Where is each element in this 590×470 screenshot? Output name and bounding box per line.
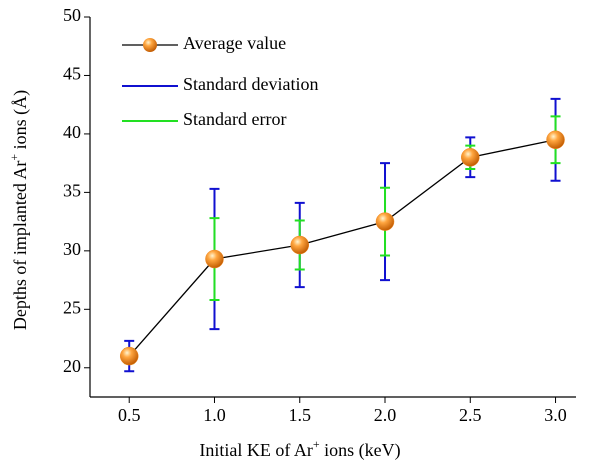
x-label-sup: + — [313, 437, 320, 451]
x-label-text: Initial KE of Ar — [199, 440, 312, 460]
x-tick-label: 3.0 — [544, 405, 567, 425]
y-tick-label: 45 — [63, 64, 81, 84]
legend-label: Standard deviation — [183, 74, 318, 94]
y-tick-label: 50 — [63, 5, 81, 25]
y-tick-label: 35 — [63, 181, 81, 201]
x-axis-label: Initial KE of Ar+ ions (keV) — [199, 437, 400, 461]
average-marker — [546, 130, 565, 150]
y-label-text: Depths of implanted Ar — [10, 161, 30, 330]
average-marker — [461, 148, 480, 167]
average-marker — [375, 212, 395, 231]
average-marker — [119, 346, 139, 366]
x-tick-label: 1.0 — [203, 405, 226, 425]
y-axis-label: Depths of implanted Ar+ ions (Å) — [7, 90, 31, 330]
x-tick-label: 2.0 — [374, 405, 397, 425]
y-tick-label: 25 — [63, 297, 81, 317]
average-line — [128, 139, 556, 357]
y-label-sup: + — [7, 154, 21, 161]
x-tick-label: 1.5 — [288, 405, 311, 425]
x-tick-label: 2.5 — [459, 405, 482, 425]
x-tick-label: 0.5 — [118, 405, 141, 425]
legend-label: Standard error — [183, 109, 286, 129]
y-tick-label: 20 — [63, 356, 81, 376]
average-marker — [290, 235, 309, 255]
y-tick-label: 40 — [63, 122, 81, 142]
legend-marker — [143, 38, 157, 52]
y-label-text: ions (Å) — [10, 90, 31, 154]
y-tick-label: 30 — [63, 239, 81, 259]
legend-label: Average value — [183, 33, 286, 53]
x-label-text: ions (keV) — [320, 440, 401, 461]
average-marker — [205, 249, 224, 269]
